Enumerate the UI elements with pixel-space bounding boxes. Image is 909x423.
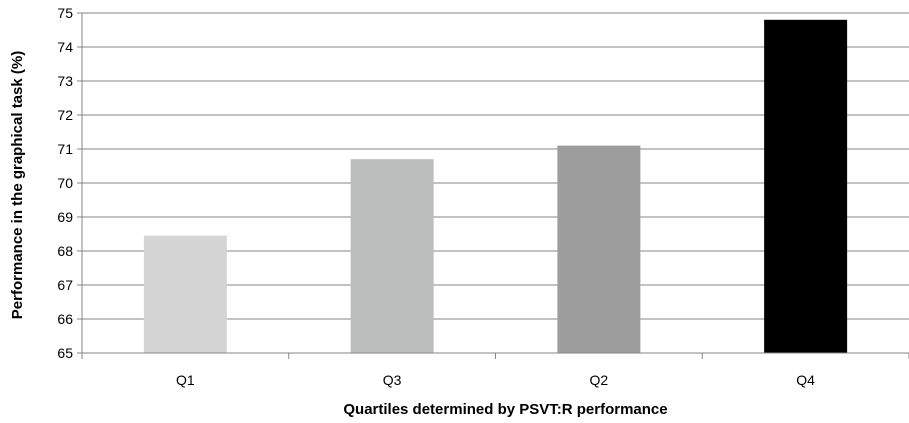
x-axis-ticks: Q1 Q3 Q2 Q4 xyxy=(81,353,909,388)
y-tick-label: 74 xyxy=(57,39,73,55)
x-axis-title: Quartiles determined by PSVT:R performan… xyxy=(343,401,667,418)
bars xyxy=(143,19,848,354)
y-tick-label: 73 xyxy=(57,73,73,89)
y-axis-ticks: 65 66 67 68 69 70 71 72 73 74 75 xyxy=(57,5,82,361)
x-tick-label: Q3 xyxy=(383,372,402,388)
x-tick-label: Q2 xyxy=(590,372,609,388)
bar-q3 xyxy=(350,159,434,353)
bar-q2 xyxy=(557,145,641,353)
y-tick-label: 66 xyxy=(57,311,73,327)
bar-q4 xyxy=(764,19,848,354)
y-tick-label: 72 xyxy=(57,107,73,123)
y-tick-label: 65 xyxy=(57,345,73,361)
y-tick-label: 67 xyxy=(57,277,73,293)
y-tick-label: 68 xyxy=(57,243,73,259)
y-tick-label: 70 xyxy=(57,175,73,191)
y-tick-label: 69 xyxy=(57,209,73,225)
y-tick-label: 75 xyxy=(57,5,73,21)
bar-q1 xyxy=(143,235,227,353)
y-tick-label: 71 xyxy=(57,141,73,157)
x-tick-label: Q1 xyxy=(176,372,195,388)
x-tick-label: Q4 xyxy=(796,372,815,388)
y-axis-title: Performance in the graphical task (%) xyxy=(9,51,26,319)
